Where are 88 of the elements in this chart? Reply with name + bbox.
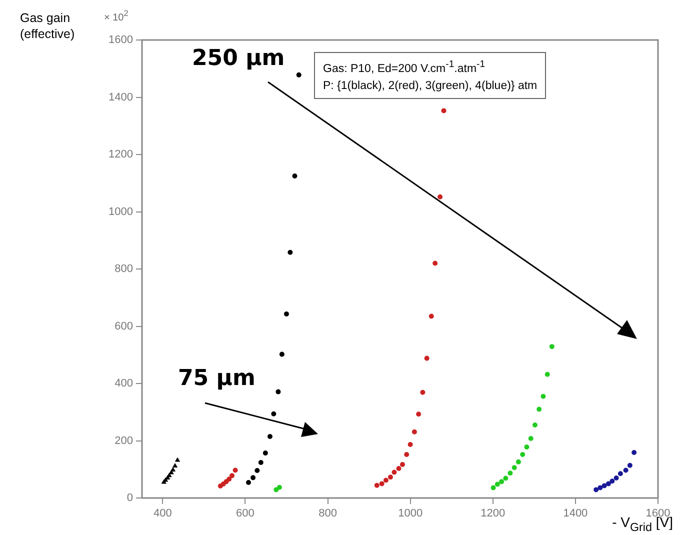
- point: [490, 485, 496, 490]
- point: [165, 475, 170, 480]
- x-tick-label: 1000: [398, 508, 423, 520]
- point: [250, 475, 256, 480]
- point: [258, 460, 264, 466]
- point: [532, 422, 538, 428]
- point: [524, 444, 530, 450]
- text: × 10$^{2}$: [104, 8, 128, 24]
- point: [396, 466, 402, 472]
- point: [432, 260, 438, 266]
- point: [404, 452, 410, 457]
- point: [594, 487, 599, 492]
- point: [296, 72, 302, 78]
- y-tick-label: 1400: [108, 91, 133, 104]
- annotation: 250 μm: [192, 46, 285, 71]
- point: [262, 450, 268, 456]
- x-tick-label: 600: [236, 508, 254, 520]
- point: [416, 412, 422, 417]
- y-tick-label: 0: [126, 492, 133, 504]
- point: [229, 473, 234, 478]
- point: [516, 459, 521, 464]
- annotation: Gas: P10, Ed=200 V.cm$^{-1}$.atm$^{-1}$: [323, 58, 486, 77]
- point: [544, 372, 550, 377]
- y-tick-label: 800: [114, 263, 133, 276]
- point: [632, 450, 637, 455]
- point: [499, 479, 504, 484]
- point: [288, 250, 293, 255]
- annotation: P: {1(black), 2(red), 3(green), 4(blue)} atm: [323, 78, 538, 94]
- point: [520, 452, 526, 457]
- y-tick-label: 200: [114, 434, 133, 447]
- point: [508, 470, 513, 476]
- point: [598, 485, 603, 490]
- y-tick-label: 1600: [108, 34, 133, 46]
- point: [374, 482, 380, 488]
- point: [379, 481, 384, 486]
- point: [167, 473, 172, 478]
- point: [623, 468, 628, 473]
- point: [428, 314, 434, 319]
- y-tick-label: 1000: [108, 206, 133, 218]
- y-tick-label: 600: [114, 320, 133, 332]
- point: [220, 481, 226, 486]
- y-axis-title: Gas gain (effective): [20, 10, 75, 42]
- point: [392, 470, 397, 475]
- point: [400, 462, 405, 468]
- x-tick-label: 1400: [563, 508, 588, 520]
- point: [284, 311, 289, 316]
- point: [226, 476, 232, 482]
- point: [267, 434, 272, 439]
- point: [420, 390, 426, 395]
- point: [271, 411, 276, 416]
- x-tick-label: 800: [318, 508, 337, 520]
- x-tick-label: 400: [153, 508, 172, 520]
- point: [610, 478, 615, 484]
- point: [602, 483, 607, 488]
- annotation: 75 μm: [178, 366, 256, 391]
- point: [383, 478, 388, 483]
- point: [169, 470, 174, 474]
- point: [412, 429, 417, 434]
- x-tick-label: 1200: [480, 508, 506, 520]
- point: [503, 476, 508, 481]
- y-tick-label: 400: [114, 378, 133, 390]
- point: [540, 394, 546, 399]
- point: [408, 442, 413, 447]
- point: [424, 356, 430, 361]
- point: [618, 471, 623, 476]
- point: [292, 173, 298, 178]
- point: [614, 475, 619, 480]
- y-tick-label: 1200: [108, 148, 133, 161]
- point: [388, 474, 394, 480]
- point: [232, 468, 238, 473]
- point: [549, 344, 554, 350]
- point: [441, 108, 446, 114]
- point: [276, 484, 282, 490]
- point: [274, 487, 279, 492]
- point: [254, 468, 260, 474]
- point: [279, 352, 284, 357]
- point: [175, 458, 180, 462]
- point: [246, 480, 252, 486]
- point: [627, 462, 632, 468]
- point: [512, 465, 517, 470]
- point: [536, 406, 542, 412]
- point: [438, 194, 443, 200]
- point: [494, 482, 500, 487]
- point: [172, 463, 178, 468]
- point: [276, 389, 281, 394]
- point: [528, 436, 534, 441]
- point: [170, 467, 176, 472]
- point: [606, 481, 611, 486]
